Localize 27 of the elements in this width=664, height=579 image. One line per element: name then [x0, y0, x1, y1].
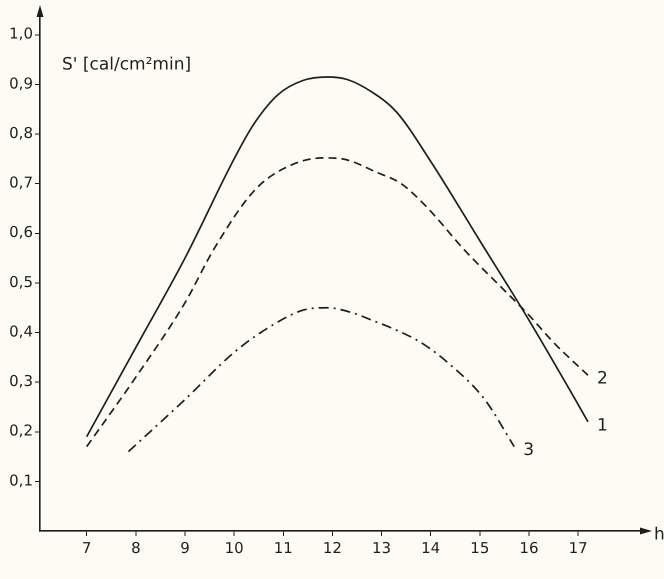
series-label: 3 — [523, 440, 534, 460]
y-tick-label: 0,5 — [9, 272, 33, 291]
x-axis-title: h — [654, 524, 664, 544]
y-tick-label: 0,3 — [9, 372, 33, 390]
x-tick-label: 12 — [322, 538, 342, 557]
x-tick-label: 7 — [82, 538, 92, 557]
x-tick-label: 15 — [470, 538, 490, 557]
x-tick-label: 10 — [224, 538, 244, 557]
x-tick-label: 8 — [131, 538, 141, 557]
y-tick-label: 1,0 — [9, 24, 33, 43]
y-tick-label: 0,1 — [9, 471, 33, 490]
x-tick-label: 9 — [180, 538, 190, 557]
y-tick-label: 0,8 — [9, 124, 33, 142]
series-label: 1 — [596, 415, 608, 436]
x-tick-label: 13 — [372, 538, 392, 557]
x-tick-label: 17 — [568, 538, 588, 557]
x-tick-label: 14 — [421, 538, 440, 557]
y-tick-label: 0,6 — [9, 223, 33, 242]
y-tick-label: 0,2 — [9, 422, 33, 440]
y-tick-label: 0,4 — [9, 322, 33, 340]
x-tick-label: 16 — [519, 538, 539, 557]
x-tick-label: 11 — [274, 538, 293, 557]
y-tick-label: 0,9 — [9, 74, 33, 92]
line-series — [128, 306, 516, 452]
y-tick-label: 0,7 — [9, 174, 33, 192]
series-label: 2 — [596, 368, 608, 389]
y-axis-title: S' [cal/cm²min] — [62, 54, 192, 74]
